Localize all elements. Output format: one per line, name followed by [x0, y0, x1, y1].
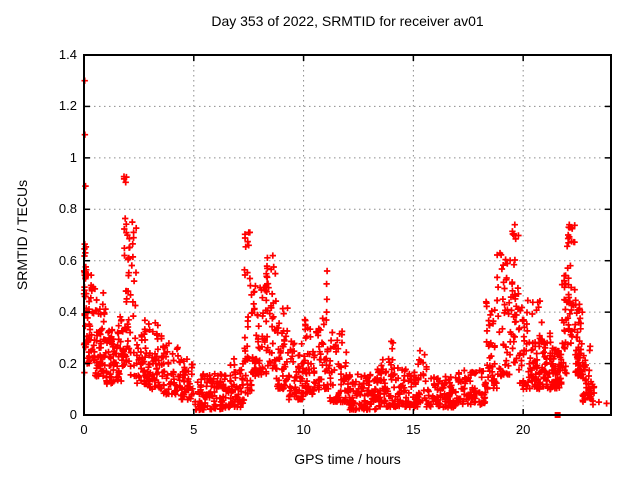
x-tick-label: 5 — [190, 422, 198, 437]
y-tick-label: 0.2 — [58, 355, 77, 371]
chart-title: Day 353 of 2022, SRMTID for receiver av0… — [211, 13, 484, 29]
x-tick-label: 20 — [515, 422, 531, 437]
y-tick-label: 1.2 — [58, 98, 77, 114]
x-tick-label: 0 — [80, 422, 88, 437]
plot-frame — [83, 54, 612, 416]
y-tick-label: 1.4 — [58, 47, 77, 62]
x-axis-label: GPS time / hours — [294, 451, 401, 467]
y-axis-label: SRMTID / TECUs — [14, 179, 30, 291]
x-tick-label: 15 — [406, 422, 421, 437]
y-tick-label: 0.6 — [58, 252, 77, 268]
y-tick-label: 0.4 — [58, 304, 77, 320]
x-tick-label: 10 — [296, 422, 311, 437]
scatter-points — [80, 77, 610, 414]
y-tick-label: 0.8 — [58, 201, 77, 217]
y-tick-label: 1 — [69, 149, 77, 165]
y-tick-label: 0 — [69, 407, 77, 422]
